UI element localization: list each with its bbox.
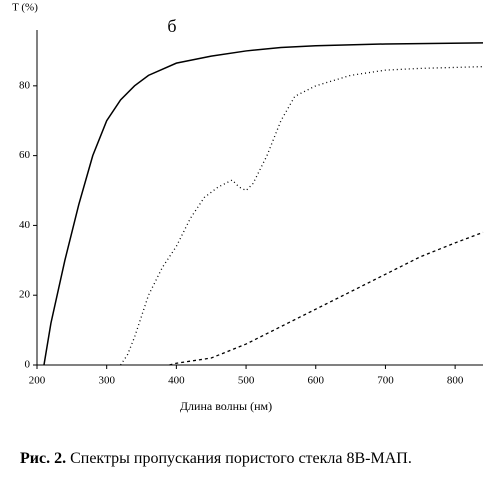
x-tick-label: 500: [238, 375, 255, 387]
y-tick-label: 40: [19, 219, 31, 231]
y-tick-label: 0: [25, 359, 31, 371]
caption-text: Спектры пропускания пористого стекла 8В-…: [70, 450, 412, 467]
x-tick-label: 200: [29, 375, 46, 387]
y-tick-label: 60: [19, 149, 31, 161]
chart-title: б: [167, 16, 176, 36]
chart: T (%) б Длина волны (нм) 200 300 400 500 600…: [12, 2, 484, 413]
x-tick-label: 400: [168, 375, 185, 387]
caption: Рис. 2. Спектры пропускания пористого ст…: [20, 450, 486, 467]
x-tick-label: 300: [98, 375, 115, 387]
caption-label: Рис. 2.: [20, 450, 67, 467]
line-series: [120, 65, 484, 366]
y-axis-label: T (%): [12, 2, 38, 14]
x-tick-label: 700: [377, 375, 394, 387]
line-series: [169, 231, 484, 366]
y-tick-label: 20: [19, 289, 31, 301]
x-tick-label: 800: [447, 375, 464, 387]
line-series: [43, 42, 484, 366]
y-tick-label: 80: [19, 79, 31, 91]
x-tick-label: 600: [308, 375, 325, 387]
x-axis-label: Длина волны (нм): [180, 399, 272, 413]
